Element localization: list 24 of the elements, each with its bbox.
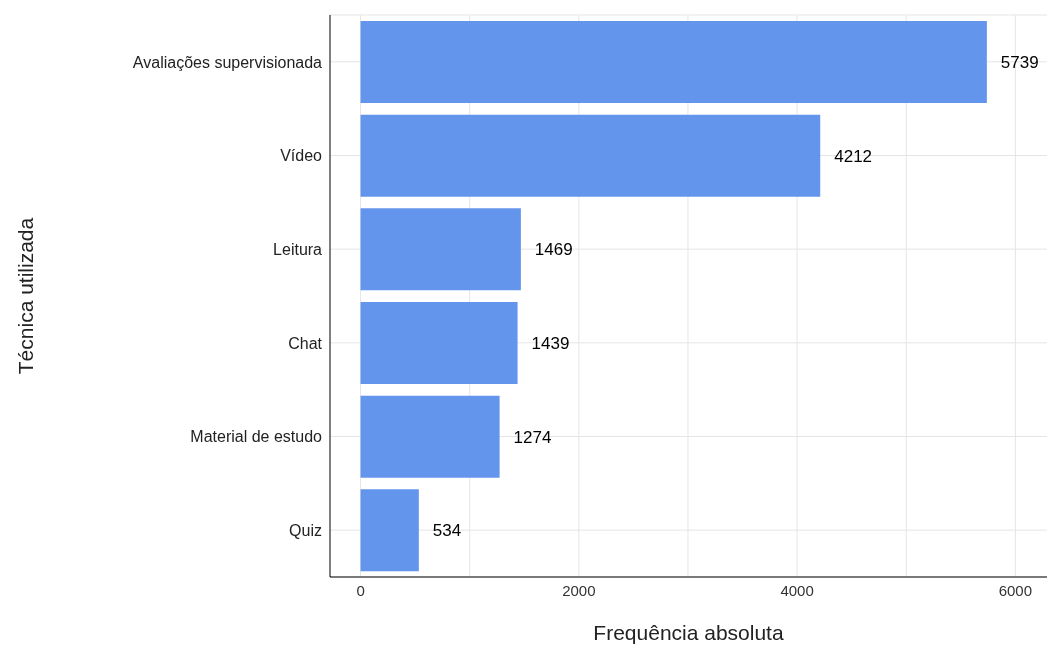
data-label: 1274 xyxy=(513,427,552,447)
data-label: 1469 xyxy=(534,240,573,260)
data-label: 5739 xyxy=(1000,53,1039,73)
x-tick-label: 0 xyxy=(356,581,365,599)
x-tick-label: 6000 xyxy=(998,581,1033,599)
y-tick-label: Material de estudo xyxy=(190,428,323,446)
y-tick-label: Avaliações supervisionada xyxy=(132,53,323,71)
x-tick-label: 2000 xyxy=(562,581,596,599)
y-tick-label: Leitura xyxy=(273,240,323,258)
y-tick-label: Vídeo xyxy=(280,147,323,165)
y-tick-label: Chat xyxy=(288,334,323,352)
x-axis-title: Frequência absoluta xyxy=(593,621,784,644)
bar xyxy=(360,302,518,384)
data-label: 4212 xyxy=(834,146,873,166)
bar xyxy=(360,21,987,103)
bar xyxy=(360,395,500,478)
bar xyxy=(360,208,521,291)
x-tick-label: 4000 xyxy=(780,581,814,599)
y-tick-label: Quiz xyxy=(289,521,322,539)
bar xyxy=(360,114,821,197)
data-label: 1439 xyxy=(531,334,570,354)
bar xyxy=(360,489,419,572)
data-label: 534 xyxy=(432,521,462,541)
y-axis-title: Técnica utilizada xyxy=(14,217,38,375)
